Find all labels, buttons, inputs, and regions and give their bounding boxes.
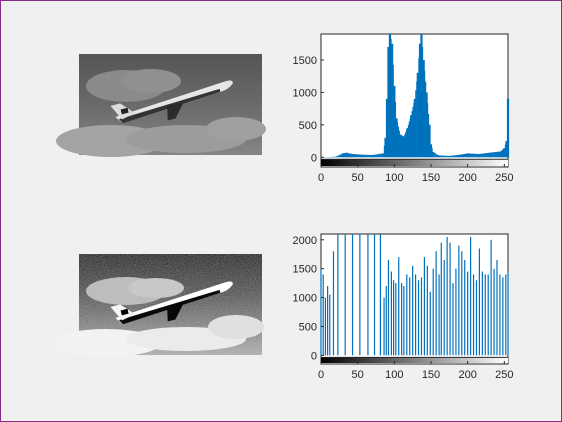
x-tick-label: 150: [422, 369, 440, 381]
x-tick-label: 100: [385, 172, 403, 184]
y-tick-label: 2000: [293, 235, 317, 247]
y-tick-label: 1000: [293, 293, 317, 305]
y-tick-label: 500: [299, 321, 317, 333]
histogram-bars: [321, 34, 510, 158]
x-tick-label: 100: [385, 369, 403, 381]
y-tick-label: 500: [299, 120, 317, 132]
x-tick-label: 150: [422, 172, 440, 184]
x-tick-label: 200: [458, 369, 476, 381]
x-tick-label: 200: [458, 172, 476, 184]
grayscale-colorbar: [321, 357, 508, 363]
y-tick-label: 1000: [293, 87, 317, 99]
airplane-photo-equalized: [51, 254, 264, 357]
x-tick-label: 250: [495, 369, 513, 381]
x-tick-label: 0: [318, 172, 324, 184]
x-tick-label: 0: [318, 369, 324, 381]
y-tick-label: 0: [311, 350, 317, 362]
airplane-photo-original: [56, 54, 266, 157]
y-tick-label: 1500: [293, 55, 317, 67]
x-tick-label: 50: [352, 172, 364, 184]
grayscale-colorbar: [321, 159, 508, 166]
y-tick-label: 0: [311, 152, 317, 164]
histogram-original: 0 50 100 150 200 250 0 500 1000 1500: [293, 33, 514, 184]
y-tick-label: 1500: [293, 264, 317, 276]
x-tick-label: 250: [495, 172, 513, 184]
x-tick-label: 50: [352, 369, 364, 381]
histogram-bars: [320, 234, 509, 356]
histogram-equalized: 0 50 100 150 200 250 0 500 1000 1500 2000: [293, 233, 514, 381]
